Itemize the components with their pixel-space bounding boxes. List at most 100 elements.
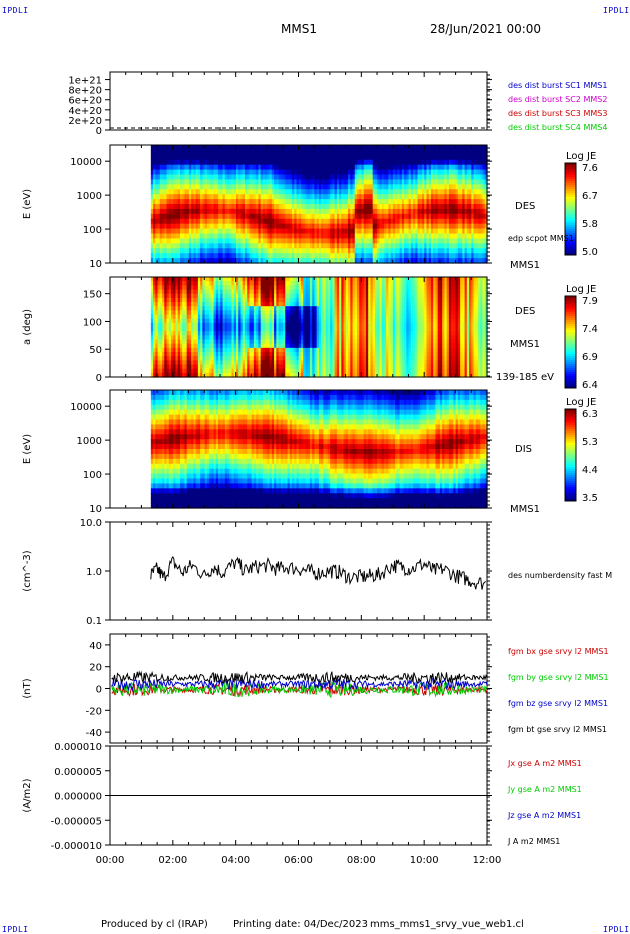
heat-cell (244, 258, 248, 264)
heat-cell (155, 352, 159, 357)
heat-cell (242, 213, 246, 220)
heat-cell (179, 174, 183, 181)
heat-cell (155, 339, 159, 345)
heat-cell (377, 149, 381, 156)
heat-cell (213, 228, 217, 235)
heat-cell (236, 339, 239, 345)
heat-cell (276, 253, 280, 259)
heat-cell (330, 248, 333, 254)
heat-cell (251, 243, 255, 249)
heat-cell (251, 199, 255, 205)
heat-cell (193, 213, 197, 220)
heat-cell (265, 199, 268, 205)
heat-cell (419, 179, 423, 185)
heat-cell (462, 174, 466, 181)
heat-cell (182, 213, 186, 220)
heat-cell (274, 154, 277, 161)
colorbar-cell (565, 199, 576, 202)
heat-cell (164, 306, 168, 311)
heat-cell (242, 310, 246, 316)
heat-cell (171, 228, 174, 235)
heat-cell (184, 343, 188, 349)
heat-cell (321, 169, 324, 176)
heat-cell (179, 223, 183, 230)
heat-cell (296, 243, 300, 249)
heat-cell (424, 243, 428, 249)
heat-cell (191, 310, 195, 316)
heat-cell (213, 213, 217, 220)
heat-cell (251, 352, 255, 357)
heat-cell (150, 277, 154, 282)
heat-cell (188, 293, 192, 299)
heat-cell (442, 184, 446, 190)
heat-cell (166, 368, 170, 374)
heat-cell (399, 243, 403, 249)
heat-cell (294, 154, 298, 161)
heat-cell (173, 281, 177, 286)
heat-cell (179, 189, 183, 195)
heat-cell (202, 314, 206, 320)
heat-cell (325, 164, 329, 171)
heat-cell (224, 253, 228, 259)
heat-cell (350, 145, 354, 151)
heat-cell (424, 194, 428, 200)
colorbar-cell (565, 249, 576, 252)
heat-cell (305, 199, 309, 205)
heat-cell (321, 159, 324, 166)
heat-cell (352, 149, 356, 156)
heat-cell (336, 179, 340, 185)
heat-cell (211, 343, 215, 349)
heat-cell (271, 179, 275, 185)
heat-cell (307, 194, 311, 200)
heat-cell (175, 223, 179, 230)
heat-cell (197, 306, 201, 311)
heat-cell (184, 277, 188, 282)
heat-cell (462, 223, 466, 230)
heat-cell (348, 174, 351, 181)
heat-cell (404, 189, 407, 195)
heat-cell (253, 310, 257, 316)
heat-cell (466, 194, 470, 200)
heat-cell (260, 253, 264, 259)
panel-frame-0 (109, 71, 488, 131)
heat-cell (415, 208, 419, 215)
heat-cell (159, 306, 163, 311)
heat-cell (173, 335, 177, 341)
heat-cell (159, 218, 163, 225)
heat-cell (236, 223, 239, 230)
heat-cell (218, 347, 221, 353)
heat-cell (186, 149, 190, 156)
heat-cell (471, 253, 475, 259)
heat-cell (457, 248, 461, 254)
heat-cell (357, 189, 360, 195)
heat-cell (231, 281, 235, 286)
heat-cell (325, 189, 329, 195)
heat-cell (157, 208, 161, 215)
heat-cell (316, 154, 320, 161)
heat-cell (191, 335, 195, 341)
heat-cell (287, 248, 291, 254)
heat-cell (433, 169, 437, 176)
heat-cell (473, 184, 477, 190)
heat-cell (388, 159, 392, 166)
heat-cell (247, 154, 251, 161)
heat-cell (316, 194, 320, 200)
heat-cell (182, 218, 186, 225)
heat-cell (280, 174, 284, 181)
heat-cell (173, 364, 177, 370)
heat-cell (289, 243, 293, 249)
heat-cell (162, 149, 165, 156)
colorbar-cell (565, 173, 576, 176)
heat-cell (372, 189, 376, 195)
heat-cell (475, 169, 479, 176)
heat-cell (372, 213, 376, 220)
heat-cell (173, 149, 177, 156)
heat-cell (218, 306, 221, 311)
heat-cell (260, 189, 264, 195)
heat-cell (159, 360, 163, 366)
heat-cell (404, 213, 407, 220)
heat-cell (451, 233, 454, 240)
heat-cell (444, 218, 448, 225)
heat-cell (150, 248, 154, 254)
heat-cell (399, 149, 403, 156)
